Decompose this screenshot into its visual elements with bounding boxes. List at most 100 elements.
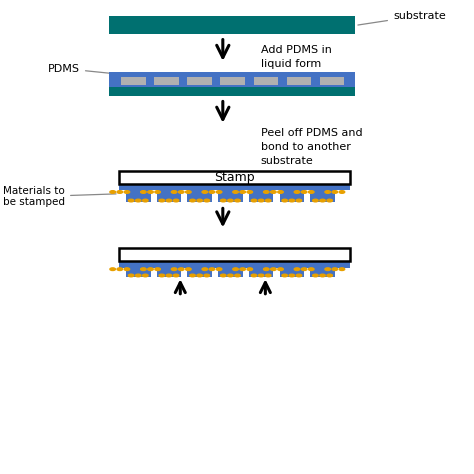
Circle shape [172, 191, 177, 193]
Circle shape [289, 274, 294, 277]
Bar [109, 87, 355, 96]
Bar [218, 268, 243, 277]
Circle shape [204, 274, 210, 277]
Circle shape [271, 191, 276, 193]
Circle shape [282, 274, 287, 277]
Circle shape [301, 191, 307, 193]
Bar [119, 248, 350, 261]
Circle shape [220, 199, 226, 202]
Circle shape [197, 274, 202, 277]
Circle shape [240, 191, 246, 193]
Circle shape [309, 268, 314, 271]
Circle shape [320, 274, 325, 277]
Circle shape [339, 191, 345, 193]
Bar [187, 268, 212, 277]
Circle shape [216, 268, 222, 271]
Circle shape [155, 191, 160, 193]
Circle shape [128, 274, 134, 277]
Circle shape [209, 268, 215, 271]
Bar [109, 17, 355, 35]
Circle shape [325, 191, 330, 193]
Circle shape [251, 199, 257, 202]
Bar [126, 191, 151, 202]
Circle shape [173, 274, 179, 277]
Circle shape [313, 274, 318, 277]
Circle shape [258, 199, 264, 202]
Bar [187, 191, 212, 202]
Circle shape [141, 268, 146, 271]
Circle shape [296, 274, 301, 277]
Circle shape [233, 268, 238, 271]
Text: substrate: substrate [358, 11, 446, 25]
Circle shape [258, 274, 264, 277]
Circle shape [265, 199, 271, 202]
Circle shape [235, 199, 240, 202]
Circle shape [143, 274, 148, 277]
Bar [119, 171, 350, 184]
Bar [287, 76, 311, 85]
Bar [310, 268, 335, 277]
Circle shape [216, 191, 222, 193]
Circle shape [159, 274, 164, 277]
Circle shape [190, 274, 195, 277]
Circle shape [179, 268, 184, 271]
Bar [280, 191, 304, 202]
Circle shape [228, 199, 233, 202]
Circle shape [327, 274, 332, 277]
Circle shape [124, 268, 130, 271]
Circle shape [166, 199, 172, 202]
Circle shape [332, 191, 337, 193]
Circle shape [159, 199, 164, 202]
Circle shape [209, 191, 215, 193]
Circle shape [240, 268, 246, 271]
Bar [220, 76, 245, 85]
Circle shape [289, 199, 294, 202]
Circle shape [294, 268, 300, 271]
Text: PDMS: PDMS [48, 64, 140, 76]
Circle shape [247, 268, 253, 271]
Circle shape [309, 191, 314, 193]
Circle shape [117, 191, 123, 193]
Circle shape [265, 274, 271, 277]
Bar [249, 268, 273, 277]
Circle shape [202, 268, 208, 271]
Bar [121, 76, 146, 85]
Circle shape [296, 199, 301, 202]
Circle shape [233, 191, 238, 193]
Circle shape [148, 191, 153, 193]
Bar [119, 184, 350, 191]
Circle shape [186, 191, 191, 193]
Bar [109, 85, 355, 87]
Circle shape [172, 268, 177, 271]
Circle shape [155, 268, 160, 271]
Circle shape [110, 268, 115, 271]
Bar [280, 268, 304, 277]
Bar [126, 268, 151, 277]
Circle shape [148, 268, 153, 271]
Bar [156, 268, 181, 277]
Circle shape [332, 268, 337, 271]
Text: Add PDMS in
liquid form: Add PDMS in liquid form [261, 45, 331, 69]
Circle shape [325, 268, 330, 271]
Circle shape [110, 191, 115, 193]
Circle shape [264, 268, 269, 271]
Bar [218, 191, 243, 202]
Circle shape [313, 199, 318, 202]
Circle shape [190, 199, 195, 202]
Circle shape [136, 199, 141, 202]
Circle shape [117, 268, 123, 271]
Text: Stamp: Stamp [214, 171, 255, 184]
Bar [119, 261, 350, 268]
Circle shape [271, 268, 276, 271]
Text: Peel off PDMS and
bond to another
substrate: Peel off PDMS and bond to another substr… [261, 128, 362, 166]
Circle shape [320, 199, 325, 202]
Circle shape [294, 191, 300, 193]
Circle shape [282, 199, 287, 202]
Circle shape [327, 199, 332, 202]
Circle shape [143, 199, 148, 202]
Circle shape [247, 191, 253, 193]
Text: Materials to
be stamped: Materials to be stamped [3, 186, 116, 208]
Circle shape [251, 274, 257, 277]
Circle shape [173, 199, 179, 202]
Circle shape [339, 268, 345, 271]
